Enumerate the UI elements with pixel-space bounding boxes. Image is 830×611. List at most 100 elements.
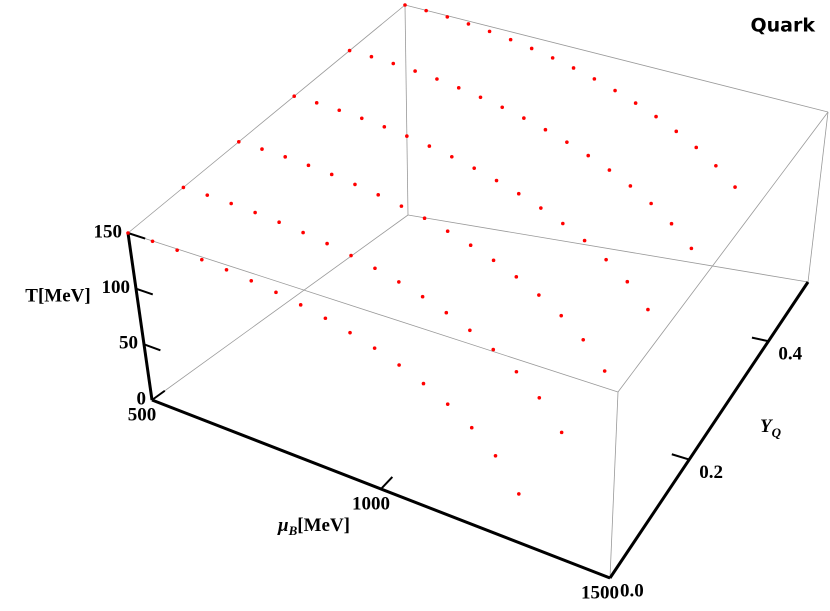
z-tick-label: 50 — [119, 333, 138, 354]
z-tick — [127, 232, 146, 240]
y-tick-label: 0.2 — [699, 462, 723, 483]
point — [249, 278, 254, 283]
point — [397, 363, 401, 367]
point — [586, 153, 591, 158]
point — [359, 116, 364, 121]
point — [420, 294, 425, 299]
point — [582, 238, 587, 243]
point — [181, 185, 186, 190]
z-axis — [126, 232, 154, 401]
point — [292, 94, 297, 98]
point — [403, 3, 407, 7]
point — [421, 381, 426, 386]
point — [472, 166, 477, 170]
x-tick — [380, 476, 394, 490]
point — [522, 116, 526, 120]
point — [517, 492, 521, 496]
point — [592, 77, 597, 81]
point — [274, 290, 278, 295]
point — [602, 369, 607, 373]
point — [561, 221, 565, 226]
point — [277, 220, 281, 224]
point — [314, 101, 319, 105]
point — [347, 48, 352, 53]
box-edge — [127, 4, 406, 234]
point — [469, 425, 474, 430]
point — [413, 69, 417, 73]
point — [674, 129, 679, 134]
point — [607, 168, 612, 172]
x-label-unit: [MeV] — [297, 515, 350, 536]
x-tick — [151, 389, 166, 401]
point — [571, 66, 576, 70]
point — [372, 346, 377, 350]
point — [514, 369, 519, 374]
point — [323, 316, 328, 321]
point — [253, 210, 257, 215]
point — [468, 328, 472, 333]
point — [537, 395, 542, 400]
point — [283, 155, 288, 159]
point — [649, 201, 653, 206]
z-tick-label: 0 — [137, 388, 147, 409]
y-label-symbol: Y — [760, 416, 774, 437]
point — [689, 246, 694, 251]
point — [516, 191, 521, 196]
z-tick — [135, 287, 154, 296]
point — [424, 8, 428, 13]
point — [491, 258, 496, 263]
point — [669, 221, 674, 226]
point — [237, 140, 241, 144]
point — [456, 86, 461, 90]
point — [493, 454, 498, 458]
point — [529, 46, 534, 51]
box-edge — [807, 111, 829, 283]
point — [427, 144, 432, 148]
point — [205, 193, 210, 197]
point — [537, 293, 541, 297]
point — [565, 140, 569, 144]
point — [229, 201, 233, 206]
x-tick-label: 1000 — [352, 493, 390, 514]
point — [543, 127, 548, 132]
x-label-sub: B — [288, 523, 298, 538]
y-tick-label: 0.4 — [778, 344, 802, 365]
point — [478, 95, 483, 100]
point — [376, 193, 381, 197]
point — [550, 56, 555, 60]
point — [694, 145, 699, 150]
box-edge — [407, 214, 809, 283]
x-axis-label: μB[MeV] — [277, 515, 350, 538]
point — [175, 248, 179, 252]
y-axis — [608, 281, 810, 579]
point — [559, 430, 564, 435]
chart-title: Quark — [750, 15, 815, 37]
box-edge — [617, 111, 829, 393]
point — [633, 101, 638, 105]
point — [329, 172, 334, 177]
point — [444, 310, 449, 315]
point — [405, 134, 409, 138]
point — [559, 313, 564, 318]
x-tick — [609, 562, 621, 579]
point — [646, 307, 650, 312]
y-label-sub: Q — [772, 425, 782, 440]
point — [450, 154, 454, 159]
point — [337, 108, 342, 113]
y-tick — [671, 453, 690, 461]
point — [301, 230, 305, 235]
x-tick-label: 1500 — [581, 582, 619, 603]
point — [260, 147, 264, 151]
y-tick — [751, 336, 769, 343]
point — [500, 105, 505, 110]
point — [625, 279, 630, 284]
point — [468, 243, 473, 248]
box-edge — [404, 4, 829, 113]
point — [714, 163, 718, 168]
y-tick — [591, 569, 611, 579]
point — [435, 77, 439, 81]
point — [391, 61, 396, 66]
z-tick — [151, 399, 169, 408]
point — [306, 163, 311, 168]
